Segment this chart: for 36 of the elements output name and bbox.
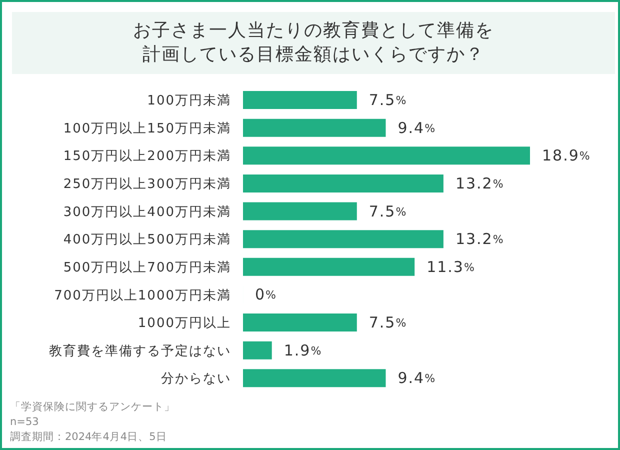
y-tick-label: 150万円以上200万円未満 <box>63 149 231 164</box>
data-label: 13.2% <box>455 230 504 248</box>
bar <box>243 341 272 360</box>
y-tick-label: 1000万円以上 <box>138 316 231 332</box>
y-tick-label: 700万円以上1000万円未満 <box>54 288 231 304</box>
data-label: 1.9% <box>284 341 322 360</box>
bar <box>243 91 357 109</box>
text: 「学資保険に関するアンケート」 <box>10 400 175 415</box>
bar <box>243 202 357 220</box>
bar <box>243 118 386 137</box>
y-tick-label: 100万円以上150万円未満 <box>63 121 231 136</box>
bar <box>243 369 386 388</box>
bar <box>243 230 444 248</box>
y-tick-label: 分からない <box>161 372 231 387</box>
data-label: 18.9% <box>542 146 591 165</box>
y-tick-label: 250万円以上300万円未満 <box>63 176 231 192</box>
text: 調査期間：2024年4月4日、5日 <box>10 430 168 445</box>
y-tick-label: 300万円以上400万円未満 <box>63 204 231 220</box>
data-label: 9.4% <box>398 369 436 388</box>
data-label: 0% <box>255 286 278 304</box>
bar <box>243 174 444 192</box>
y-tick-label: 400万円以上500万円未満 <box>63 232 231 248</box>
y-tick-label: 100万円未満 <box>147 94 231 109</box>
data-label: 11.3% <box>426 258 476 276</box>
data-label: 7.5% <box>368 91 408 109</box>
data-label: 13.2% <box>455 174 504 192</box>
data-label: 9.4% <box>398 118 436 137</box>
bar <box>243 258 415 276</box>
text: n=53 <box>10 415 40 430</box>
data-label: 7.5% <box>368 314 408 332</box>
chart-title: お子さま一人当たりの教育費として準備を計画している目標金額はいくらですか？ <box>132 19 495 67</box>
y-tick-label: 教育費を準備する予定はない <box>49 342 231 359</box>
bar <box>243 146 530 165</box>
y-tick-label: 500万円以上700万円未満 <box>63 260 231 276</box>
data-label: 7.5% <box>368 202 408 220</box>
bar <box>243 314 357 332</box>
